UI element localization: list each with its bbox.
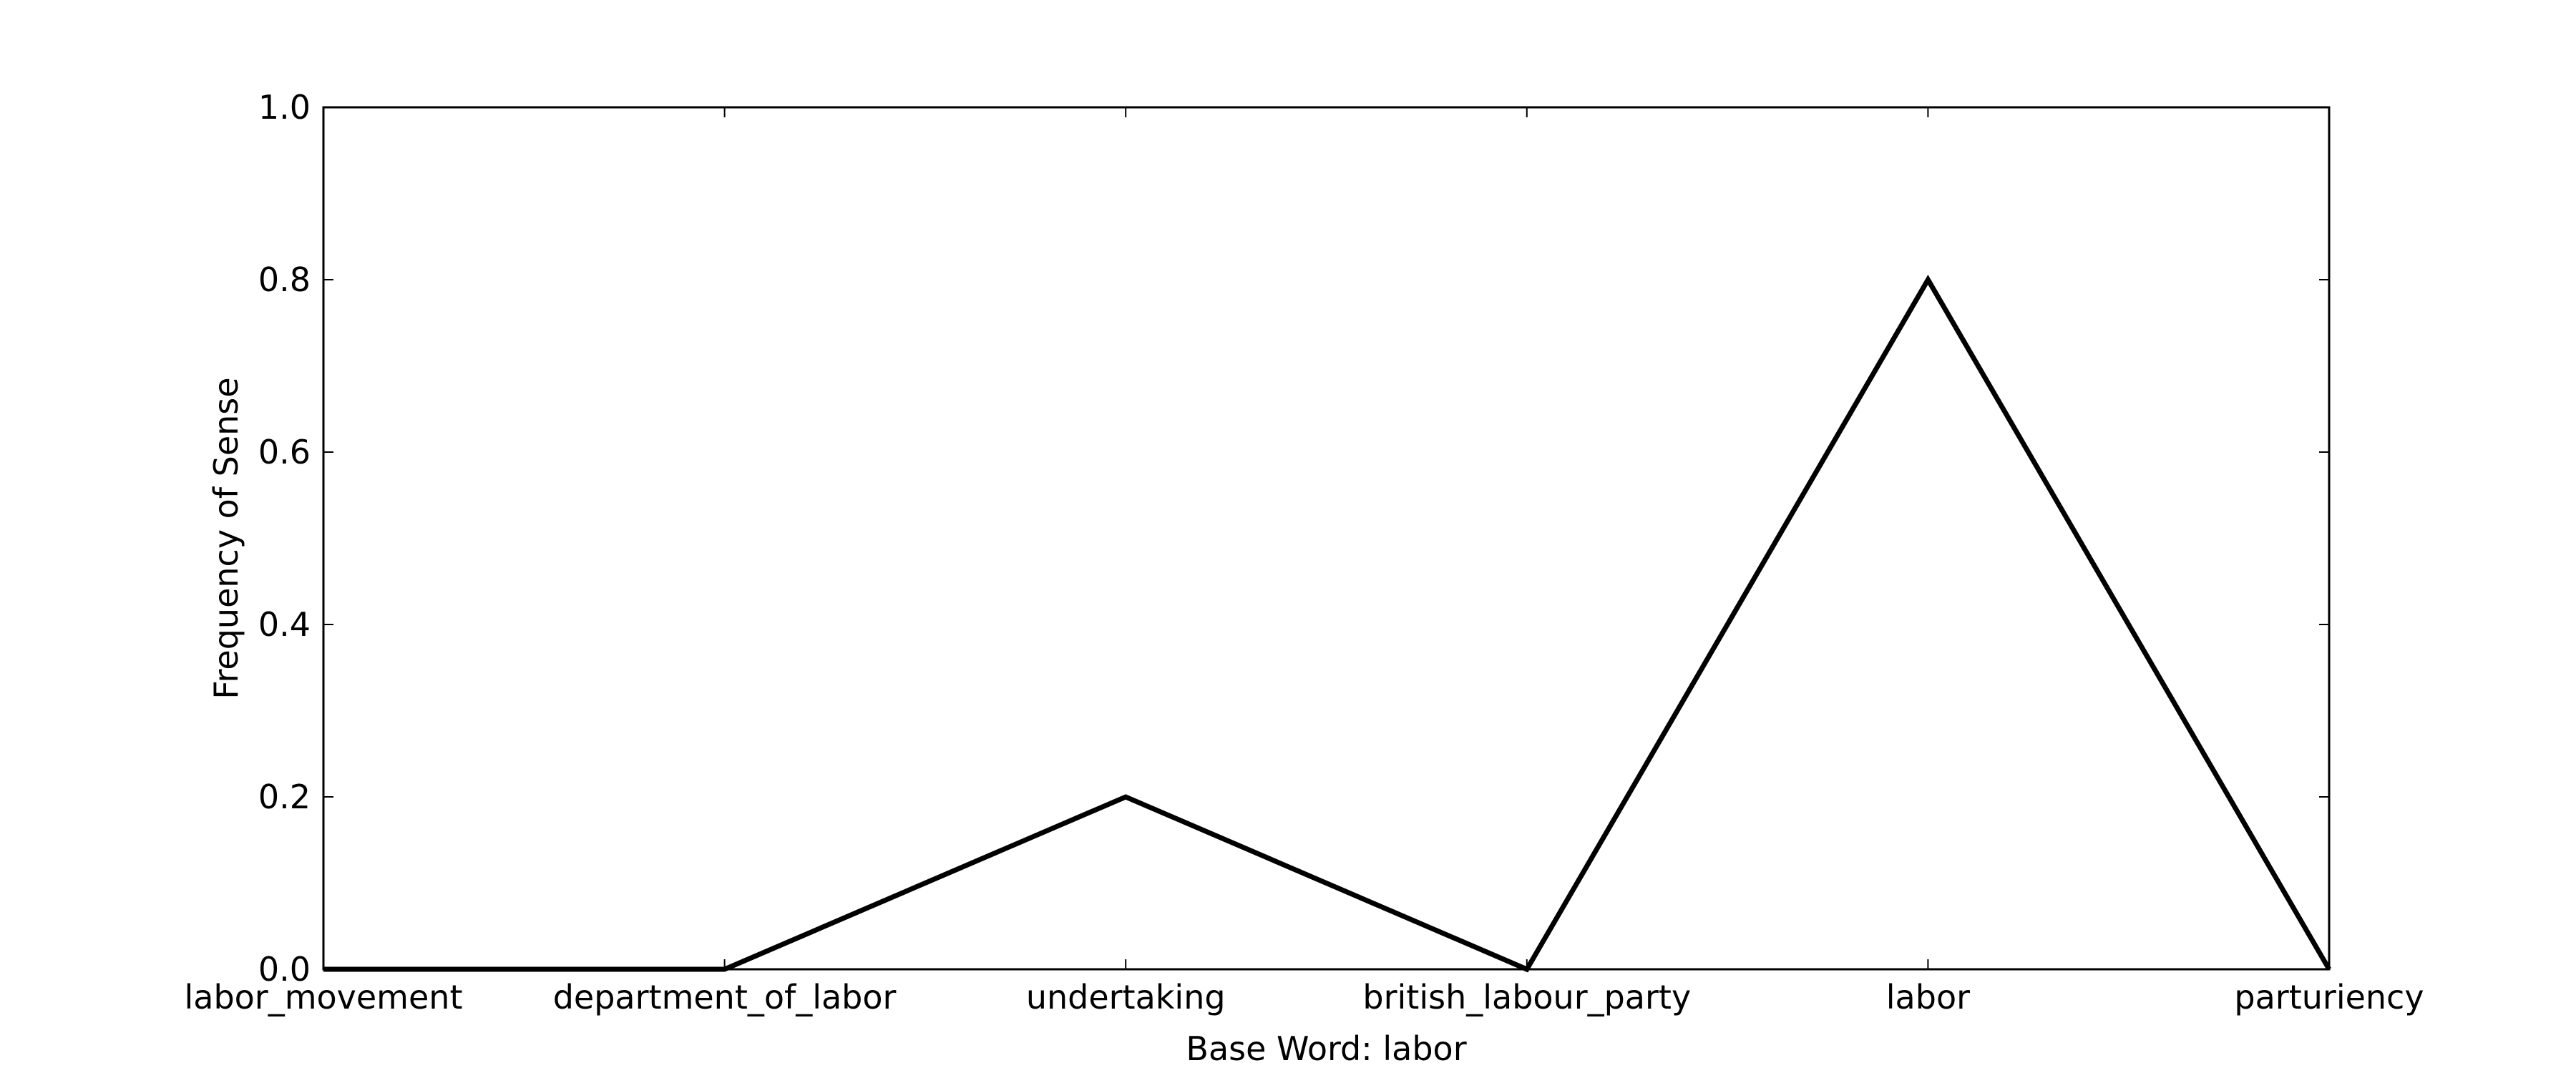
x-tick-label: department_of_labor — [553, 978, 897, 1016]
x-tick-label: labor_movement — [184, 978, 462, 1016]
y-tick-label: 1.0 — [258, 88, 311, 127]
x-tick-label: parturiency — [2234, 978, 2424, 1016]
x-tick-label: undertaking — [1026, 978, 1226, 1016]
x-axis-label: Base Word: labor — [1186, 1029, 1466, 1068]
y-tick-label: 0.8 — [258, 260, 311, 299]
plot-area — [322, 106, 2331, 971]
x-tick-label: british_labour_party — [1362, 978, 1691, 1016]
points-layer — [323, 279, 2330, 970]
x-tick-label: labor — [1886, 978, 1970, 1016]
series-line — [323, 275, 2332, 973]
y-tick-label: 0.6 — [258, 433, 311, 471]
ticks-layer: labor_movement department_of_labor underta… — [184, 88, 2424, 1016]
y-tick-label: 0.2 — [258, 778, 311, 816]
y-axis-label: Frequency of Sense — [207, 377, 245, 699]
y-tick-label: 0.4 — [258, 605, 311, 644]
y-tick-label: 0.0 — [258, 950, 311, 989]
